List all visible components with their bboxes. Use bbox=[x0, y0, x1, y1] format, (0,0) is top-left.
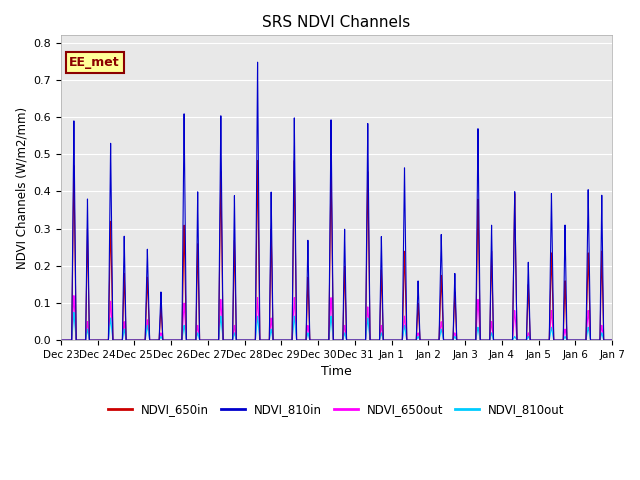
Text: EE_met: EE_met bbox=[69, 56, 120, 69]
X-axis label: Time: Time bbox=[321, 365, 352, 379]
Y-axis label: NDVI Channels (W/m2/mm): NDVI Channels (W/m2/mm) bbox=[15, 107, 28, 269]
Title: SRS NDVI Channels: SRS NDVI Channels bbox=[262, 15, 411, 30]
Legend: NDVI_650in, NDVI_810in, NDVI_650out, NDVI_810out: NDVI_650in, NDVI_810in, NDVI_650out, NDV… bbox=[104, 398, 570, 420]
